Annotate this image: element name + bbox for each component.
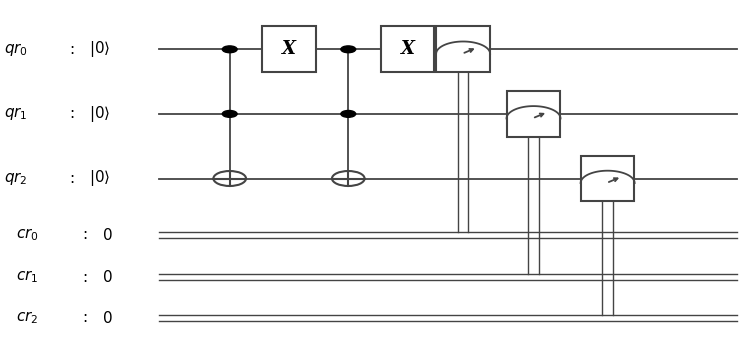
Text: $0$: $0$	[102, 269, 112, 285]
Text: :: :	[70, 42, 74, 57]
Text: $|0\rangle$: $|0\rangle$	[89, 169, 110, 188]
Text: $qr_{2}$: $qr_{2}$	[4, 170, 27, 187]
Circle shape	[222, 46, 237, 53]
Bar	[381, 27, 434, 72]
Text: :: :	[82, 310, 87, 325]
Text: $qr_{1}$: $qr_{1}$	[4, 105, 27, 122]
Text: X: X	[282, 40, 296, 58]
Text: $0$: $0$	[102, 310, 112, 326]
Text: :: :	[82, 227, 87, 242]
Text: $cr_{2}$: $cr_{2}$	[16, 309, 39, 326]
Text: $0$: $0$	[102, 226, 112, 243]
Bar	[507, 91, 560, 137]
Text: X: X	[401, 40, 414, 58]
Text: $|0\rangle$: $|0\rangle$	[89, 39, 110, 59]
Circle shape	[213, 171, 246, 186]
Bar	[436, 27, 490, 72]
Text: :: :	[82, 270, 87, 285]
Circle shape	[222, 110, 237, 117]
Bar	[581, 156, 634, 201]
Circle shape	[341, 46, 356, 53]
Text: :: :	[70, 171, 74, 186]
Text: $|0\rangle$: $|0\rangle$	[89, 104, 110, 124]
Text: $cr_{0}$: $cr_{0}$	[16, 226, 39, 243]
Bar	[262, 27, 316, 72]
Text: $qr_{0}$: $qr_{0}$	[4, 41, 27, 58]
Text: :: :	[70, 106, 74, 121]
Circle shape	[341, 110, 356, 117]
Text: $cr_{1}$: $cr_{1}$	[16, 269, 39, 286]
Circle shape	[332, 171, 365, 186]
